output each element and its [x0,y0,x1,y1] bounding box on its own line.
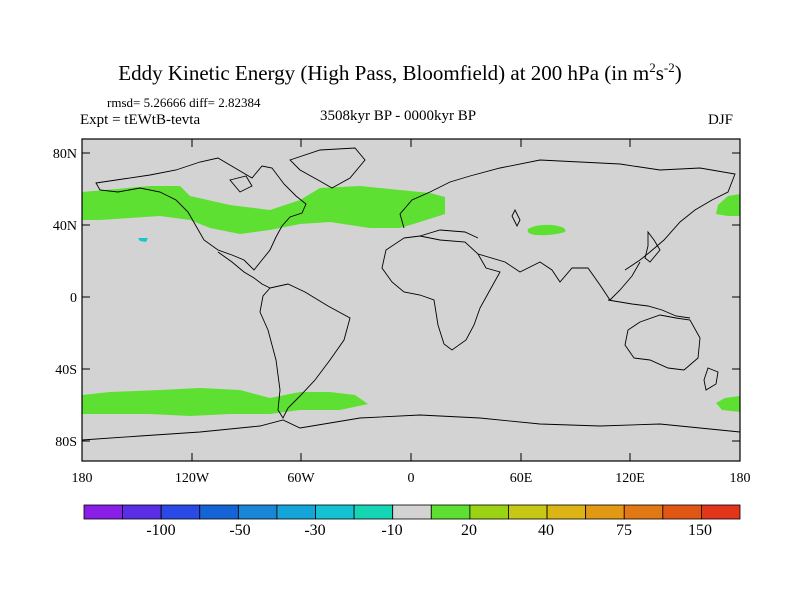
lon-label: 0 [408,471,415,486]
japan-coast [644,230,661,263]
colorbar-label: 40 [538,522,554,539]
colorbar-swatch [469,504,509,520]
lon-label: 180 [730,471,751,486]
coastlines [81,147,741,441]
africa-coast [381,235,501,351]
lat-label: 80N [53,147,77,162]
lat-labels: 80N 40N 0 40S 80S [53,147,77,450]
colorbar-swatch [662,504,702,520]
colorbar-swatch [122,504,162,520]
season-label: DJF [708,112,734,128]
colorbar-swatch [623,504,664,520]
lat-label: 0 [70,291,77,306]
colorbar-labels: -100 -50 -30 -10 20 40 75 150 [146,522,712,539]
map-title: Eddy Kinetic Energy (High Pass, Bloomfie… [118,60,682,85]
colorbar-swatch [353,504,394,520]
lat-label: 40S [55,363,77,378]
time-period-label: 3508kyr BP - 0000kyr BP [320,108,477,124]
negative-anomaly-patch [138,238,148,242]
australia-coast [624,314,701,371]
north-america-coast [95,157,307,271]
asia-south-coast [477,253,641,301]
south-america-coast [259,283,351,419]
sh-pacific-patch [716,396,740,412]
antarctica-coast [81,414,741,441]
colorbar-swatch [546,504,587,520]
lon-labels: 180 120W 60W 0 60E 120E 180 [72,471,751,486]
hudson-bay-coast [229,175,253,193]
colorbar-swatch [392,504,432,520]
europe-coast [399,159,736,271]
caspian-coast [511,208,521,228]
lon-label: 120E [615,471,645,486]
colorbar-swatch [430,504,471,520]
mediterranean-coast [419,229,479,239]
greenland-coast [289,147,366,189]
lon-label: 60E [510,471,533,486]
lat-label: 40N [53,219,77,234]
indonesia-coast [607,299,691,319]
experiment-label: Expt = tEWtB-tevta [80,112,201,128]
colorbar-swatch [237,504,278,520]
colorbar-swatch [160,504,201,520]
lon-label: 120W [175,471,210,486]
lon-label: 60W [287,471,315,486]
colorbar-swatch [83,504,123,520]
colorbar-swatch [276,504,316,520]
colorbar-swatch [315,504,355,520]
nw-pacific-patch [716,194,740,216]
colorbar [83,504,741,520]
colorbar-label: -10 [381,522,402,539]
colorbar-label: 75 [616,522,632,539]
lon-label: 180 [72,471,93,486]
sh-storm-track-band [82,388,368,416]
colorbar-swatch [508,504,548,520]
eurasia-patch [527,224,566,236]
central-america-coast [217,251,271,289]
colorbar-label: -30 [304,522,325,539]
colorbar-swatch [701,504,741,520]
colorbar-swatch [199,504,239,520]
lat-label: 80S [55,435,77,450]
colorbar-label: 150 [688,522,712,539]
colorbar-label: 20 [461,522,477,539]
colorbar-label: -100 [146,522,175,539]
rmsd-diff-stats: rmsd= 5.26666 diff= 2.82384 [107,95,261,110]
colorbar-swatch [585,504,625,520]
new-zealand-coast [703,367,719,391]
lat-ticks [82,152,740,442]
lon-ticks [191,139,631,461]
colorbar-label: -50 [229,522,250,539]
